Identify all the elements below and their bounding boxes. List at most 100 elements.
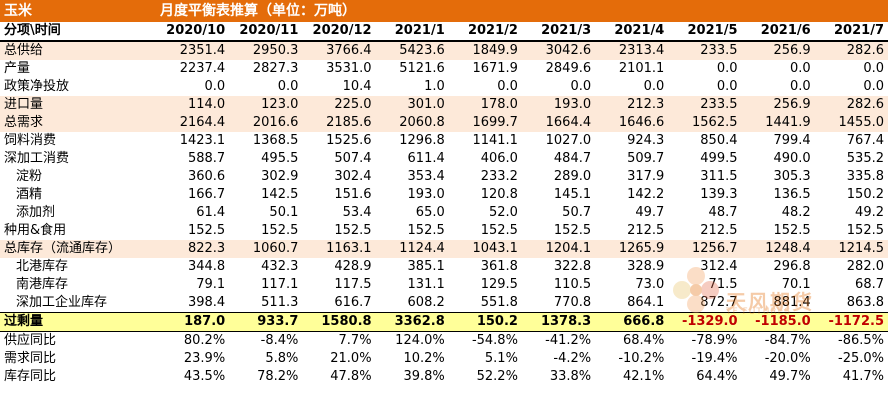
value-cell[interactable]: 0.0 [790,79,811,94]
value-cell[interactable]: 344.8 [187,259,226,274]
value-cell[interactable]: 178.0 [448,96,522,114]
value-cell[interactable]: 799.4 [773,133,811,148]
header-month-cell[interactable]: 2021/6 [741,22,815,42]
value-cell[interactable]: 152.5 [553,223,592,238]
row-label-cell[interactable]: 添加剂 [16,205,56,220]
value-cell[interactable]: 233.5 [668,96,742,114]
value-cell[interactable]: 770.8 [553,295,592,310]
value-cell[interactable]: 1043.1 [448,240,522,258]
value-cell[interactable]: 3362.8 [375,312,449,332]
value-cell[interactable]: 282.6 [814,96,888,114]
value-cell[interactable]: 49.7 [635,205,665,220]
value-cell[interactable]: 428.9 [334,259,372,274]
value-cell[interactable]: 1378.3 [521,312,596,332]
value-cell[interactable]: 152.5 [187,223,226,238]
value-cell[interactable]: 114.0 [156,96,230,114]
header-month-cell[interactable]: 2020/12 [302,22,376,42]
value-cell[interactable]: 152.5 [261,223,299,238]
value-cell[interactable]: 608.2 [407,295,445,310]
value-cell[interactable]: 296.8 [773,259,811,274]
value-cell[interactable]: 311.5 [700,169,738,184]
value-cell[interactable]: 43.5% [183,369,226,384]
value-cell[interactable]: 1423.1 [179,133,226,148]
value-cell[interactable]: 48.7 [708,205,738,220]
value-cell[interactable]: 822.3 [156,240,230,258]
value-cell[interactable]: 353.4 [407,169,445,184]
value-cell[interactable]: 2313.4 [595,41,669,60]
value-cell[interactable]: 65.0 [415,205,445,220]
value-cell[interactable]: 152.5 [846,223,884,238]
value-cell[interactable]: 499.5 [700,151,738,166]
value-cell[interactable]: 49.7% [769,369,811,384]
value-cell[interactable]: -20.0% [764,351,811,366]
row-label-cell[interactable]: 种用&食用 [4,223,67,238]
value-cell[interactable]: 1368.5 [252,133,299,148]
header-label-cell[interactable]: 分项\时间 [0,22,156,42]
value-cell[interactable]: 212.5 [627,223,665,238]
value-cell[interactable]: 80.2% [183,333,226,348]
value-cell[interactable]: 484.7 [553,151,592,166]
value-cell[interactable]: 0.0 [570,79,592,94]
value-cell[interactable]: 5423.6 [375,41,449,60]
value-cell[interactable]: 611.4 [407,151,445,166]
value-cell[interactable]: 50.7 [562,205,592,220]
value-cell[interactable]: 110.5 [553,277,592,292]
value-cell[interactable]: 1.0 [424,79,445,94]
value-cell[interactable]: -8.4% [260,333,299,348]
row-label-cell[interactable]: 进口量 [0,96,156,114]
value-cell[interactable]: 71.5 [708,277,738,292]
row-label-cell[interactable]: 产量 [4,61,31,76]
value-cell[interactable]: 385.1 [407,259,445,274]
value-cell[interactable]: 225.0 [302,96,376,114]
value-cell[interactable]: 509.7 [627,151,665,166]
value-cell[interactable]: -78.9% [691,333,738,348]
value-cell[interactable]: 551.8 [480,295,518,310]
row-label-cell[interactable]: 深加工消费 [4,151,70,166]
value-cell[interactable]: 47.8% [330,369,372,384]
value-cell[interactable]: 328.9 [627,259,665,274]
value-cell[interactable]: 117.1 [261,277,299,292]
value-cell[interactable]: 2060.8 [375,114,449,132]
value-cell[interactable]: 53.4 [342,205,372,220]
value-cell[interactable]: 0.0 [863,79,884,94]
row-label-cell[interactable]: 供应同比 [4,333,57,348]
value-cell[interactable]: 398.4 [187,295,226,310]
value-cell[interactable]: 256.9 [741,41,815,60]
value-cell[interactable]: 535.2 [846,151,884,166]
value-cell[interactable]: 48.2 [781,205,811,220]
value-cell[interactable]: 1296.8 [399,133,445,148]
value-cell[interactable]: 52.0 [488,205,518,220]
value-cell[interactable]: 2016.6 [229,114,303,132]
row-label-cell[interactable]: 北港库存 [16,259,69,274]
row-label-cell[interactable]: 总需求 [0,114,156,132]
value-cell[interactable]: 1214.5 [814,240,888,258]
value-cell[interactable]: -19.4% [691,351,738,366]
value-cell[interactable]: 1455.0 [814,114,888,132]
table-title[interactable]: 月度平衡表推算（单位：万吨） [156,0,888,22]
value-cell[interactable]: 933.7 [229,312,303,332]
value-cell[interactable]: 360.6 [187,169,226,184]
row-label-cell[interactable]: 饲料消费 [4,133,57,148]
row-label-cell[interactable]: 南港库存 [16,277,69,292]
value-cell[interactable]: 872.7 [700,295,738,310]
value-cell[interactable]: 302.4 [334,169,372,184]
value-cell[interactable]: 1849.9 [448,41,522,60]
value-cell[interactable]: 588.7 [187,151,226,166]
value-cell[interactable]: 0.0 [716,61,738,76]
value-cell[interactable]: 301.0 [375,96,449,114]
value-cell[interactable]: 152.5 [480,223,518,238]
value-cell[interactable]: -41.2% [545,333,592,348]
value-cell[interactable]: 1163.1 [302,240,376,258]
value-cell[interactable]: 1525.6 [326,133,372,148]
value-cell[interactable]: 1204.1 [521,240,596,258]
value-cell[interactable]: 42.1% [623,369,665,384]
value-cell[interactable]: 136.5 [773,187,811,202]
value-cell[interactable]: 21.0% [330,351,372,366]
value-cell[interactable]: 23.9% [183,351,226,366]
value-cell[interactable]: 490.0 [773,151,811,166]
value-cell[interactable]: 256.9 [741,96,815,114]
value-cell[interactable]: 1699.7 [448,114,522,132]
value-cell[interactable]: 5.8% [265,351,299,366]
value-cell[interactable]: 3531.0 [326,61,372,76]
value-cell[interactable]: 864.1 [627,295,665,310]
